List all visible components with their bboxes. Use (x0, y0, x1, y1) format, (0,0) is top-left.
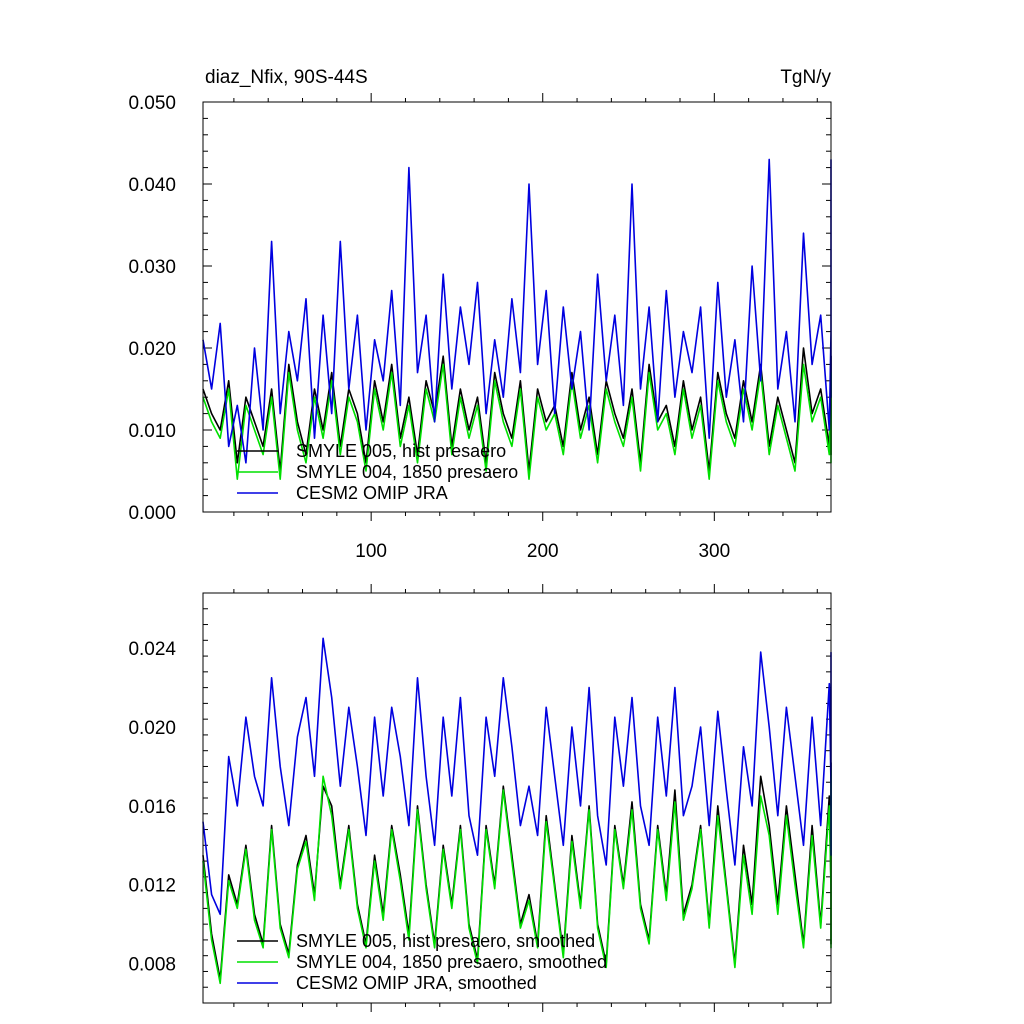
top-series-group (202, 158, 832, 481)
bottom-y-tick-label: 0.020 (128, 718, 176, 739)
bottom-legend: SMYLE 005, hist presaero, smoothed SMYLE… (237, 931, 607, 993)
top-y-tick-label: 0.030 (128, 257, 176, 278)
bottom-legend-label-omip: CESM2 OMIP JRA, smoothed (296, 973, 537, 993)
bottom-y-tick-label: 0.008 (128, 955, 176, 976)
bottom-legend-item-smyle-004: SMYLE 004, 1850 presaero, smoothed (237, 952, 607, 972)
top-y-tick-label: 0.050 (128, 93, 176, 114)
top-legend-label-omip: CESM2 OMIP JRA (296, 483, 448, 503)
top-y-tick-label: 0.010 (128, 421, 176, 442)
bottom-series-line-smyle-004 (202, 770, 832, 985)
chart-title: diaz_Nfix, 90S-44S (205, 67, 368, 88)
units-label: TgN/y (780, 67, 831, 88)
top-y-tick-label: 0.000 (128, 503, 176, 524)
top-panel: diaz_Nfix, 90S-44S TgN/y 0.000 0.010 0.020… (128, 67, 832, 562)
top-legend-label-smyle-004: SMYLE 004, 1850 presaero (296, 462, 518, 482)
bottom-y-tick-label: 0.024 (128, 639, 176, 660)
bottom-y-tick-label: 0.016 (128, 797, 176, 818)
top-legend-item-smyle-005: SMYLE 005, hist presaero (237, 441, 506, 461)
top-legend-item-smyle-004: SMYLE 004, 1850 presaero (237, 462, 518, 482)
top-x-tick-label: 300 (698, 541, 730, 562)
top-y-tick-label: 0.040 (128, 175, 176, 196)
top-x-tick-label: 100 (355, 541, 387, 562)
bottom-series-group (202, 637, 832, 985)
top-series-line-omip (202, 158, 832, 464)
top-series-line-smyle-004 (202, 363, 832, 481)
bottom-y-tick-label: 0.012 (128, 876, 176, 897)
bottom-legend-label-smyle-004: SMYLE 004, 1850 presaero, smoothed (296, 952, 607, 972)
top-y-axis: 0.000 0.010 0.020 0.030 0.040 0.050 (128, 93, 831, 524)
top-legend-label-smyle-005: SMYLE 005, hist presaero (296, 441, 506, 461)
bottom-x-axis (233, 584, 818, 1012)
bottom-plot-frame (202, 592, 832, 1004)
bottom-legend-item-smyle-005: SMYLE 005, hist presaero, smoothed (237, 931, 595, 951)
top-x-tick-label: 200 (527, 541, 559, 562)
top-legend: SMYLE 005, hist presaero SMYLE 004, 1850… (237, 441, 518, 503)
bottom-legend-label-smyle-005: SMYLE 005, hist presaero, smoothed (296, 931, 595, 951)
bottom-legend-item-omip: CESM2 OMIP JRA, smoothed (237, 973, 537, 993)
top-legend-item-omip: CESM2 OMIP JRA (237, 483, 448, 503)
top-series-line-smyle-005 (202, 347, 832, 472)
top-x-axis: 100 200 300 (233, 93, 818, 562)
bottom-panel: 0.008 0.012 0.016 0.020 0.024 SMYLE 005, his… (128, 584, 832, 1012)
bottom-series-line-omip (202, 637, 832, 916)
top-plot-frame (202, 101, 832, 513)
top-y-tick-label: 0.020 (128, 339, 176, 360)
